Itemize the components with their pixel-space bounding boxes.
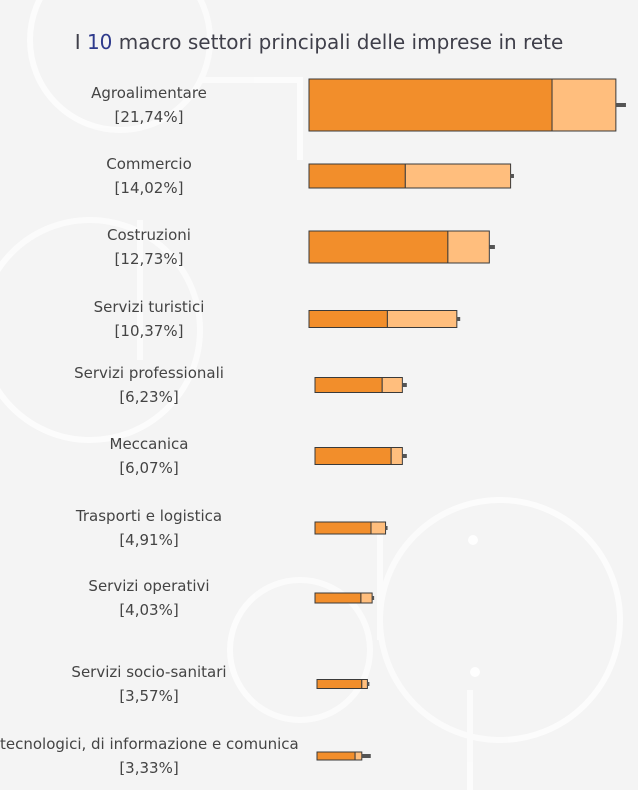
category-label: Agroalimentare [21,74%] (0, 81, 298, 129)
bar-segment-secondary (354, 751, 363, 761)
bar-segment-secondary (386, 310, 458, 328)
bar-segment-primary (314, 447, 392, 465)
bar-segment-primary (314, 592, 362, 604)
bar-end-tick (456, 317, 461, 321)
title-suffix: macro settori principali delle imprese i… (112, 30, 564, 54)
category-name: Servizi turistici (93, 298, 205, 316)
category-label: Servizi operativi [4,03%] (0, 574, 298, 622)
bar-segment-secondary (381, 377, 403, 393)
category-label: Servizi socio-sanitari [3,57%] (0, 660, 298, 708)
category-label: Trasporti e logistica [4,91%] (0, 504, 298, 552)
category-percent: [10,37%] (114, 322, 184, 340)
category-label: tecnologici, di informazione e comunicaz… (0, 732, 298, 780)
bar-segment-primary (316, 751, 356, 761)
category-label: Servizi professionali [6,23%] (0, 361, 298, 409)
category-name: Servizi operativi (88, 577, 210, 595)
category-label: Servizi turistici [10,37%] (0, 295, 298, 343)
bar-end-tick (361, 754, 371, 758)
category-name: Costruzioni (107, 226, 191, 244)
bar-segment-primary (308, 78, 553, 132)
bar-end-tick (510, 174, 514, 178)
bar-segment-primary (316, 679, 363, 689)
category-name: Trasporti e logistica (75, 507, 223, 525)
category-percent: [14,02%] (114, 179, 184, 197)
bar-end-tick (385, 526, 388, 530)
category-percent: [4,91%] (119, 531, 179, 549)
category-percent: [12,73%] (114, 250, 184, 268)
title-prefix: I (74, 30, 87, 54)
bar-end-tick (402, 454, 407, 458)
bar-segment-secondary (404, 163, 512, 189)
title-number: 10 (86, 30, 113, 54)
category-percent: [3,57%] (119, 687, 179, 705)
category-name: Agroalimentare (91, 84, 207, 102)
bar-segment-primary (314, 521, 372, 535)
bar-segment-primary (308, 163, 406, 189)
category-name: Meccanica (109, 435, 189, 453)
category-percent: [6,07%] (119, 459, 179, 477)
bar-end-tick (615, 103, 626, 107)
bar-segment-secondary (360, 592, 373, 604)
category-name: tecnologici, di informazione e comunicaz (0, 735, 298, 753)
bar-end-tick (402, 383, 407, 387)
category-name: Commercio (106, 155, 192, 173)
bar-segment-secondary (551, 78, 617, 132)
bar-segment-secondary (370, 521, 387, 535)
category-name: Servizi professionali (74, 364, 224, 382)
category-label: Commercio [14,02%] (0, 152, 298, 200)
bar-end-tick (489, 245, 495, 249)
category-percent: [3,33%] (119, 759, 179, 777)
bar-segment-primary (314, 377, 383, 393)
chart-title: I 10 macro settori principali delle impr… (0, 30, 638, 54)
category-label: Meccanica [6,07%] (0, 432, 298, 480)
bar-segment-secondary (390, 447, 403, 465)
bar-segment-primary (308, 310, 388, 328)
category-percent: [6,23%] (119, 388, 179, 406)
category-percent: [21,74%] (114, 108, 184, 126)
bar-end-tick (367, 682, 370, 686)
bar-end-tick (372, 596, 375, 600)
category-label: Costruzioni [12,73%] (0, 223, 298, 271)
category-name: Servizi socio-sanitari (71, 663, 227, 681)
bar-segment-primary (308, 230, 449, 264)
bar-segment-secondary (447, 230, 490, 264)
category-percent: [4,03%] (119, 601, 179, 619)
bar-segment-secondary (361, 679, 368, 689)
